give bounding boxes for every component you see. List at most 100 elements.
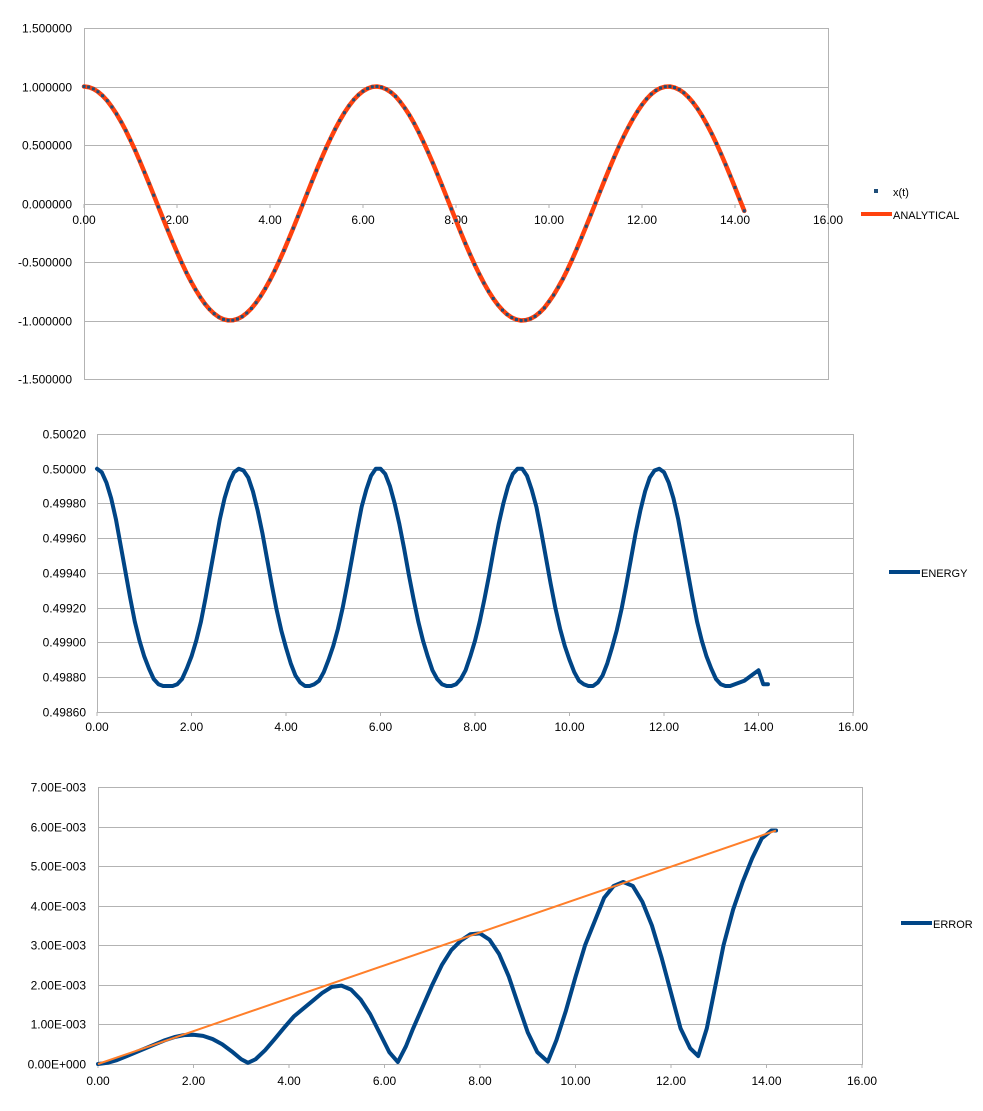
legend-label-analytical: ANALYTICAL: [893, 210, 959, 222]
error-x-tick-label: 8.00: [468, 1074, 492, 1088]
position-marker-point: [473, 262, 477, 266]
position-marker-point: [198, 295, 202, 299]
position-marker-point: [208, 307, 212, 311]
position-marker-point: [319, 157, 323, 161]
position-marker-point: [421, 140, 425, 144]
position-marker-point: [733, 185, 737, 189]
position-marker-point: [263, 286, 267, 290]
position-marker-point: [356, 93, 360, 97]
position-y-tick-label: -1.500000: [18, 373, 72, 387]
position-marker-point: [82, 85, 86, 88]
position-marker-point: [296, 215, 300, 219]
position-marker-point: [654, 88, 658, 92]
position-marker-point: [235, 317, 239, 321]
position-marker-point: [91, 87, 95, 91]
position-marker-point: [561, 277, 565, 281]
position-marker-point: [166, 228, 170, 232]
position-marker-point: [389, 90, 393, 94]
position-marker-point: [291, 226, 295, 230]
position-y-tick-label: 1.000000: [22, 81, 72, 95]
energy-x-tick-label: 16.00: [838, 720, 868, 734]
position-marker-point: [394, 94, 398, 98]
position-marker-point: [640, 103, 644, 107]
position-marker-point: [249, 306, 253, 310]
position-marker-point: [328, 137, 332, 141]
error-chart-series: [96, 828, 779, 1066]
error-chart-legend: ERROR: [901, 919, 973, 931]
legend-marker-xt: [874, 189, 878, 193]
legend-label-error: ERROR: [933, 919, 973, 931]
error-trend-line: [97, 829, 777, 1065]
position-marker-point: [375, 85, 379, 88]
position-marker-point: [203, 302, 207, 306]
position-marker-point: [570, 257, 574, 261]
position-marker-point: [505, 312, 509, 316]
position-marker-point: [668, 85, 672, 88]
position-marker-point: [184, 270, 188, 274]
position-marker-point: [87, 85, 91, 89]
position-marker-point: [459, 230, 463, 234]
error-series-line: [96, 828, 779, 1066]
position-marker-point: [147, 182, 151, 186]
position-marker-point: [617, 145, 621, 149]
position-marker-point: [324, 147, 328, 151]
position-marker-point: [370, 85, 374, 89]
position-x-tick-label: 0.00: [72, 213, 96, 227]
error-y-tick-label: 2.00E-003: [31, 979, 87, 993]
error-y-tick-label: 0.00E+000: [28, 1058, 87, 1072]
energy-chart-x-ticks: 0.00 2.00 4.00 6.00 8.00 10.00 12.00 14.00 16.00: [85, 712, 868, 734]
error-y-tick-label: 7.00E-003: [31, 781, 87, 795]
energy-y-tick-label: 0.50020: [43, 428, 87, 442]
position-marker-point: [426, 150, 430, 154]
position-marker-point: [594, 201, 597, 205]
position-marker-point: [742, 209, 746, 213]
position-marker-point: [180, 261, 184, 265]
position-marker-point: [552, 293, 556, 297]
energy-y-tick-label: 0.49860: [43, 706, 87, 720]
error-x-tick-label: 6.00: [373, 1074, 397, 1088]
position-x-tick-label: 2.00: [165, 213, 189, 227]
energy-x-tick-label: 8.00: [463, 720, 487, 734]
position-marker-point: [603, 178, 607, 182]
position-marker-point: [347, 104, 351, 108]
position-x-tick-label: 12.00: [627, 213, 657, 227]
position-marker-point: [254, 301, 258, 305]
legend-label-xt: x(t): [893, 187, 909, 199]
position-marker-point: [649, 92, 653, 96]
error-x-tick-label: 10.00: [560, 1074, 590, 1088]
position-marker-point: [217, 315, 221, 319]
position-marker-point: [352, 98, 356, 102]
energy-x-tick-label: 12.00: [649, 720, 679, 734]
error-x-tick-label: 0.00: [86, 1074, 110, 1088]
position-marker-point: [305, 191, 309, 195]
position-marker-point: [333, 127, 337, 131]
position-marker-point: [714, 141, 718, 145]
position-marker-point: [403, 106, 407, 110]
position-marker-point: [435, 172, 439, 176]
position-marker-point: [682, 91, 686, 95]
legend-label-energy: ENERGY: [921, 568, 968, 580]
position-marker-point: [315, 168, 318, 172]
position-marker-point: [338, 119, 342, 123]
error-y-tick-label: 1.00E-003: [31, 1018, 87, 1032]
position-marker-point: [598, 189, 602, 193]
position-marker-point: [719, 152, 723, 156]
energy-x-tick-label: 2.00: [180, 720, 204, 734]
position-marker-point: [724, 163, 728, 167]
position-marker-point: [417, 130, 421, 134]
position-marker-point: [412, 121, 416, 125]
energy-y-tick-label: 0.49920: [43, 602, 87, 616]
position-y-tick-label: -0.500000: [18, 256, 72, 270]
position-marker-point: [519, 319, 523, 322]
energy-x-tick-label: 4.00: [274, 720, 298, 734]
position-marker-point: [538, 311, 542, 315]
error-x-tick-label: 4.00: [277, 1074, 301, 1088]
position-x-tick-label: 6.00: [351, 213, 375, 227]
position-marker-point: [496, 303, 500, 307]
position-marker-point: [687, 95, 690, 99]
position-marker-point: [547, 300, 551, 304]
position-x-tick-label: 14.00: [720, 213, 750, 227]
energy-y-tick-label: 0.50000: [43, 463, 87, 477]
